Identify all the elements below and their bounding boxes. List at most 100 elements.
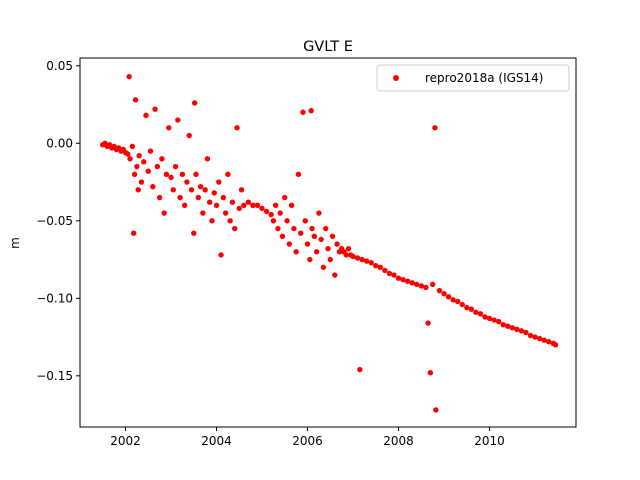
data-point bbox=[343, 252, 349, 258]
data-point bbox=[181, 202, 188, 208]
data-point bbox=[418, 283, 424, 289]
data-point bbox=[188, 187, 195, 193]
data-point bbox=[532, 334, 538, 340]
data-point bbox=[200, 210, 206, 216]
data-point bbox=[308, 108, 314, 114]
data-point bbox=[131, 171, 138, 177]
data-point bbox=[275, 225, 281, 232]
data-point bbox=[464, 304, 470, 311]
data-point bbox=[432, 125, 438, 131]
legend-marker bbox=[393, 75, 399, 81]
data-point bbox=[295, 171, 302, 177]
data-point bbox=[147, 148, 154, 154]
data-point bbox=[477, 311, 484, 317]
data-point bbox=[229, 199, 236, 205]
x-tick-label: 2010 bbox=[474, 434, 505, 448]
data-point bbox=[218, 252, 224, 258]
legend-box bbox=[376, 64, 570, 92]
data-point bbox=[345, 246, 352, 252]
data-point bbox=[391, 272, 397, 278]
data-point bbox=[202, 187, 208, 193]
data-point bbox=[363, 258, 370, 264]
data-point bbox=[168, 174, 174, 181]
data-point bbox=[514, 326, 520, 333]
data-point bbox=[291, 225, 297, 232]
data-point bbox=[286, 241, 293, 247]
data-point bbox=[316, 210, 322, 216]
data-point bbox=[191, 230, 197, 236]
data-point bbox=[368, 259, 374, 266]
data-point bbox=[425, 320, 431, 326]
data-point bbox=[156, 194, 163, 201]
data-point bbox=[509, 325, 515, 331]
data-point bbox=[177, 194, 183, 201]
data-point bbox=[150, 183, 156, 190]
data-point bbox=[204, 156, 211, 162]
data-point bbox=[138, 179, 145, 185]
data-point bbox=[329, 233, 336, 239]
y-axis: −0.15 −0.10 −0.05 0.00 0.05 bbox=[36, 59, 80, 383]
data-point bbox=[552, 342, 559, 348]
data-point bbox=[505, 323, 511, 329]
data-point bbox=[154, 163, 161, 170]
data-point bbox=[359, 256, 365, 263]
y-tick-label: −0.15 bbox=[36, 369, 73, 383]
data-point bbox=[232, 225, 238, 232]
data-point bbox=[209, 218, 215, 224]
data-point bbox=[143, 112, 149, 119]
y-tick-label: −0.10 bbox=[36, 291, 73, 305]
data-point bbox=[433, 407, 439, 413]
data-point bbox=[132, 97, 139, 103]
data-point bbox=[354, 255, 361, 261]
data-point bbox=[193, 171, 199, 177]
data-point bbox=[220, 194, 227, 201]
data-point bbox=[318, 236, 324, 243]
data-point bbox=[191, 100, 198, 106]
data-point bbox=[179, 171, 186, 177]
data-point bbox=[277, 210, 283, 216]
data-points bbox=[100, 73, 559, 413]
data-point bbox=[400, 277, 406, 283]
data-point bbox=[170, 187, 176, 193]
data-point bbox=[216, 179, 222, 185]
data-point bbox=[175, 117, 181, 123]
data-point bbox=[250, 202, 256, 208]
data-point bbox=[172, 163, 179, 170]
data-point bbox=[211, 190, 217, 196]
data-point bbox=[159, 156, 165, 162]
data-point bbox=[254, 202, 261, 208]
data-point bbox=[126, 73, 132, 80]
data-point bbox=[500, 321, 506, 328]
data-point bbox=[268, 211, 274, 218]
data-point bbox=[423, 284, 429, 291]
data-point bbox=[334, 241, 340, 247]
data-point bbox=[284, 218, 290, 224]
x-tick-label: 2008 bbox=[383, 434, 414, 448]
data-point bbox=[245, 199, 252, 205]
data-point bbox=[527, 332, 534, 339]
data-point bbox=[495, 318, 502, 325]
data-point bbox=[486, 315, 493, 322]
data-point bbox=[213, 202, 220, 208]
data-point bbox=[263, 208, 270, 215]
data-point bbox=[429, 281, 436, 288]
plot-frame bbox=[79, 57, 577, 428]
data-point bbox=[350, 253, 356, 260]
data-point bbox=[288, 202, 295, 208]
data-point bbox=[441, 290, 447, 297]
data-point bbox=[327, 256, 333, 263]
data-point bbox=[454, 298, 461, 305]
data-point bbox=[152, 106, 158, 112]
data-point bbox=[197, 183, 204, 190]
data-point bbox=[293, 249, 299, 255]
data-point bbox=[523, 329, 529, 336]
data-point bbox=[134, 163, 140, 170]
data-point bbox=[546, 339, 552, 345]
data-point bbox=[427, 370, 434, 376]
data-point bbox=[395, 275, 402, 281]
data-point bbox=[323, 225, 329, 232]
data-point bbox=[282, 194, 288, 201]
x-tick-label: 2006 bbox=[292, 434, 323, 448]
y-tick-label: 0.00 bbox=[46, 136, 73, 150]
